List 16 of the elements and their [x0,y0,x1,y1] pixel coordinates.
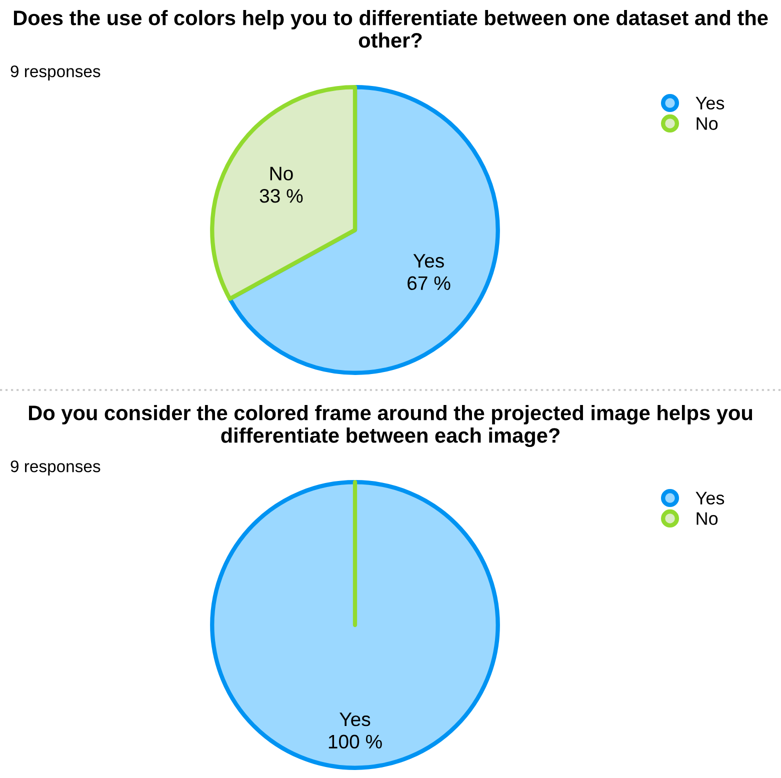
text: 9 responses [10,65,100,81]
data-label: 33 % [260,188,303,203]
data-label: 67 % [408,276,450,290]
legend-label: No [696,512,718,525]
legend-label: Yes [696,492,724,505]
pie-slice [210,85,358,301]
text: 9 responses [10,460,100,476]
legend-label: Yes [696,96,724,110]
slice-label: Yes [413,254,444,268]
legend-label: No [696,117,718,130]
data-label: 100 % [328,734,382,749]
chart-title: Do you consider the colored frame around the projected image helps you differentiate between each image? [29,405,752,448]
chart-title: Does the use of colors help you to differentiate between one dataset and the other? [14,10,768,48]
slice-label: Yes [340,712,370,726]
slice-label: No [270,166,293,180]
pie-slice [228,85,500,375]
